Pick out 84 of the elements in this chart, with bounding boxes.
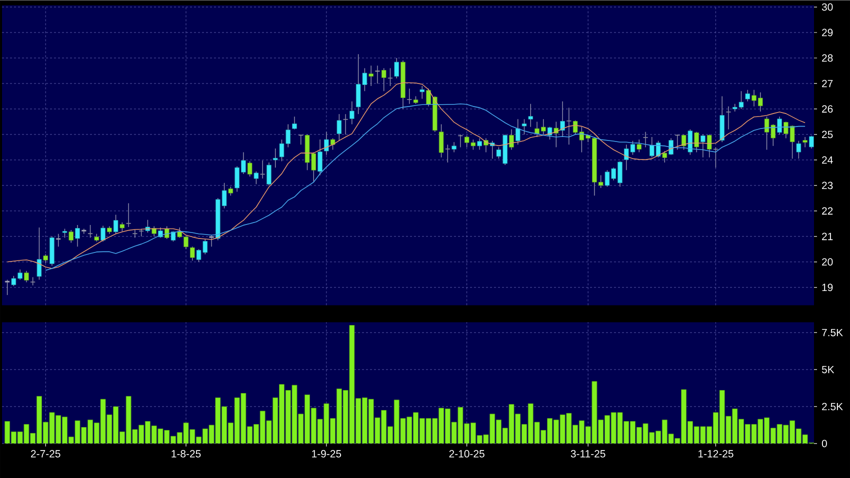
candlestick xyxy=(324,131,329,156)
candlestick xyxy=(247,160,252,177)
candlestick xyxy=(802,136,808,148)
candlestick xyxy=(145,219,150,233)
y-tick-label: 28 xyxy=(822,54,833,62)
candlestick xyxy=(668,138,674,156)
y-tick-label: 24 xyxy=(822,156,833,164)
candlestick xyxy=(56,233,61,247)
candlestick xyxy=(75,224,80,247)
candlestick xyxy=(643,131,648,148)
x-tick-label: 2-10-25 xyxy=(449,450,484,458)
y-tick-label: 29 xyxy=(822,28,833,36)
candlestick xyxy=(126,202,131,228)
candlestick xyxy=(706,134,712,158)
candlestick xyxy=(381,68,386,92)
candlestick xyxy=(68,230,74,244)
candlestick xyxy=(375,65,380,84)
y-tick-label: 26 xyxy=(822,105,833,113)
candlestick xyxy=(726,106,731,130)
candlestick xyxy=(113,214,118,234)
candlestick xyxy=(152,226,156,237)
candlestick xyxy=(809,135,814,149)
y-tick-label: 22 xyxy=(822,207,833,214)
y-tick-label: 25 xyxy=(822,130,833,138)
candlestick xyxy=(254,170,259,184)
candlestick xyxy=(438,124,444,158)
candlestick xyxy=(343,114,348,135)
candlestick xyxy=(318,139,322,176)
candlestick xyxy=(713,146,718,168)
candlestick xyxy=(407,88,412,104)
candlestick xyxy=(477,138,482,150)
y-tick-label: 2.5K xyxy=(822,402,843,410)
x-tick-label: 1-8-25 xyxy=(172,450,201,458)
y-tick-label: 19 xyxy=(822,284,833,291)
candlestick xyxy=(260,160,265,179)
candlestick xyxy=(777,116,782,135)
y-tick-label: 5K xyxy=(822,366,834,374)
candlestick xyxy=(796,140,802,159)
x-tick-label: 2-7-25 xyxy=(31,450,60,458)
candlestick xyxy=(675,134,680,150)
candlestick xyxy=(292,116,297,130)
y-tick-label: 27 xyxy=(822,80,833,88)
candlestick xyxy=(516,118,520,145)
candlestick xyxy=(560,100,565,138)
candlestick xyxy=(636,139,642,153)
candlestick xyxy=(458,134,463,148)
candlestick xyxy=(330,138,336,150)
y-tick-label: 0 xyxy=(822,440,827,448)
candlestick xyxy=(209,234,214,247)
candlestick xyxy=(36,227,42,280)
y-tick-label: 20 xyxy=(822,258,833,266)
candlestick xyxy=(350,100,354,125)
candlestick xyxy=(700,134,706,158)
candlestick xyxy=(420,86,425,100)
candlestick xyxy=(4,279,10,296)
candlestick xyxy=(694,131,699,153)
x-tick-label: 3-11-25 xyxy=(570,450,606,458)
candlestick xyxy=(445,144,450,163)
candlestick xyxy=(24,270,29,283)
y-tick-label: 23 xyxy=(822,182,833,190)
candlestick xyxy=(522,118,527,135)
candlestick xyxy=(681,134,686,150)
candlestick xyxy=(745,89,750,102)
candlestick xyxy=(662,150,668,163)
candlestick xyxy=(509,128,514,150)
candlestick xyxy=(100,225,106,242)
candlestick xyxy=(266,162,272,186)
candlestick xyxy=(452,142,456,153)
candlestick xyxy=(190,246,195,261)
candlestick xyxy=(388,68,393,86)
y-tick-label: 30 xyxy=(822,3,833,11)
candlestick xyxy=(547,126,552,140)
candlestick xyxy=(368,65,374,86)
x-tick-label: 1-12-25 xyxy=(698,450,734,458)
y-tick-label: 7.5K xyxy=(822,328,843,336)
candlestick xyxy=(566,107,572,145)
candlestick xyxy=(394,58,399,79)
candlestick xyxy=(88,224,93,238)
x-tick-label: 1-9-25 xyxy=(312,450,342,458)
candlestick xyxy=(336,114,342,142)
candlestick xyxy=(272,148,278,168)
candlestick xyxy=(528,103,534,128)
y-tick-label: 21 xyxy=(822,232,833,240)
candlestick xyxy=(132,230,138,238)
